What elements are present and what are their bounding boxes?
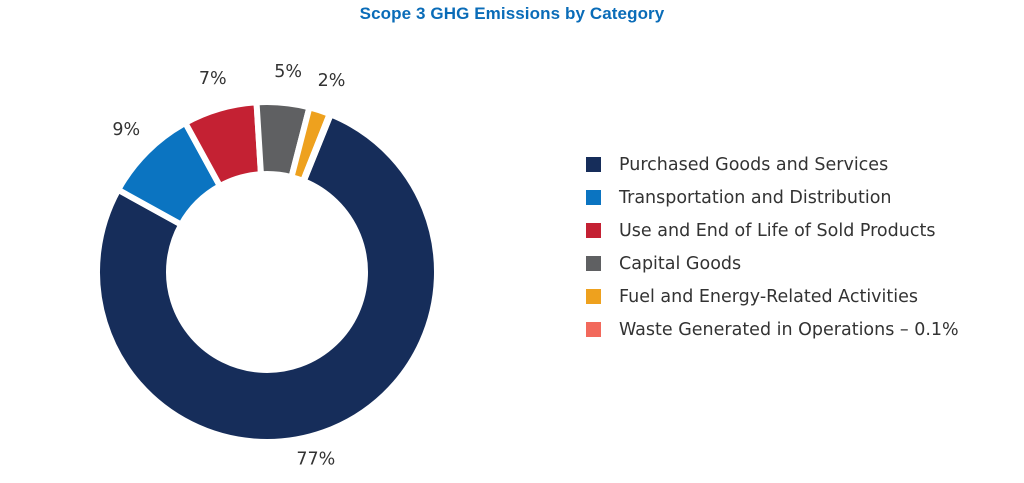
legend-item: Purchased Goods and Services bbox=[586, 148, 1016, 181]
legend-item: Fuel and Energy-Related Activities bbox=[586, 280, 1016, 313]
donut-slices bbox=[94, 99, 440, 445]
legend-item: Waste Generated in Operations – 0.1% bbox=[586, 313, 1016, 346]
donut-slice bbox=[94, 110, 440, 445]
legend-label: Capital Goods bbox=[619, 253, 742, 274]
slice-percent-labels: 77% 9% 7% 5% 2% bbox=[112, 62, 345, 469]
legend-label: Waste Generated in Operations – 0.1% bbox=[619, 319, 959, 340]
chart-title: Scope 3 GHG Emissions by Category bbox=[359, 4, 665, 23]
chart-legend: Purchased Goods and Services Transportat… bbox=[586, 148, 1016, 346]
donut-slice bbox=[299, 110, 335, 186]
slice-percent-label: 2% bbox=[318, 71, 346, 91]
legend-item: Capital Goods bbox=[586, 247, 1016, 280]
legend-swatch bbox=[586, 322, 601, 337]
legend-swatch bbox=[586, 223, 601, 238]
legend-swatch bbox=[586, 190, 601, 205]
legend-swatch bbox=[586, 256, 601, 271]
legend-label: Purchased Goods and Services bbox=[619, 154, 889, 175]
slice-percent-label: 7% bbox=[199, 69, 227, 89]
legend-swatch bbox=[586, 157, 601, 172]
slice-percent-label: 5% bbox=[274, 62, 302, 82]
slice-percent-label: 9% bbox=[112, 120, 140, 140]
legend-label: Use and End of Life of Sold Products bbox=[619, 220, 936, 241]
legend-item: Transportation and Distribution bbox=[586, 181, 1016, 214]
legend-label: Fuel and Energy-Related Activities bbox=[619, 286, 919, 307]
legend-swatch bbox=[586, 289, 601, 304]
slice-percent-label: 77% bbox=[296, 449, 335, 469]
legend-item: Use and End of Life of Sold Products bbox=[586, 214, 1016, 247]
donut-chart: 77% 9% 7% 5% 2% bbox=[94, 61, 440, 470]
legend-label: Transportation and Distribution bbox=[619, 187, 892, 208]
